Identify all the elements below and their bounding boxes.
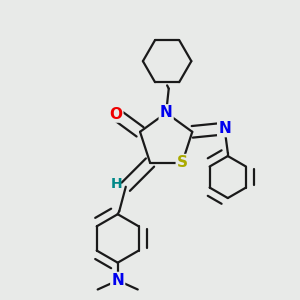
Text: N: N [218, 121, 231, 136]
Text: N: N [160, 105, 172, 120]
Text: S: S [177, 155, 188, 170]
Text: O: O [109, 106, 122, 122]
Text: H: H [110, 176, 122, 190]
Text: N: N [111, 273, 124, 288]
